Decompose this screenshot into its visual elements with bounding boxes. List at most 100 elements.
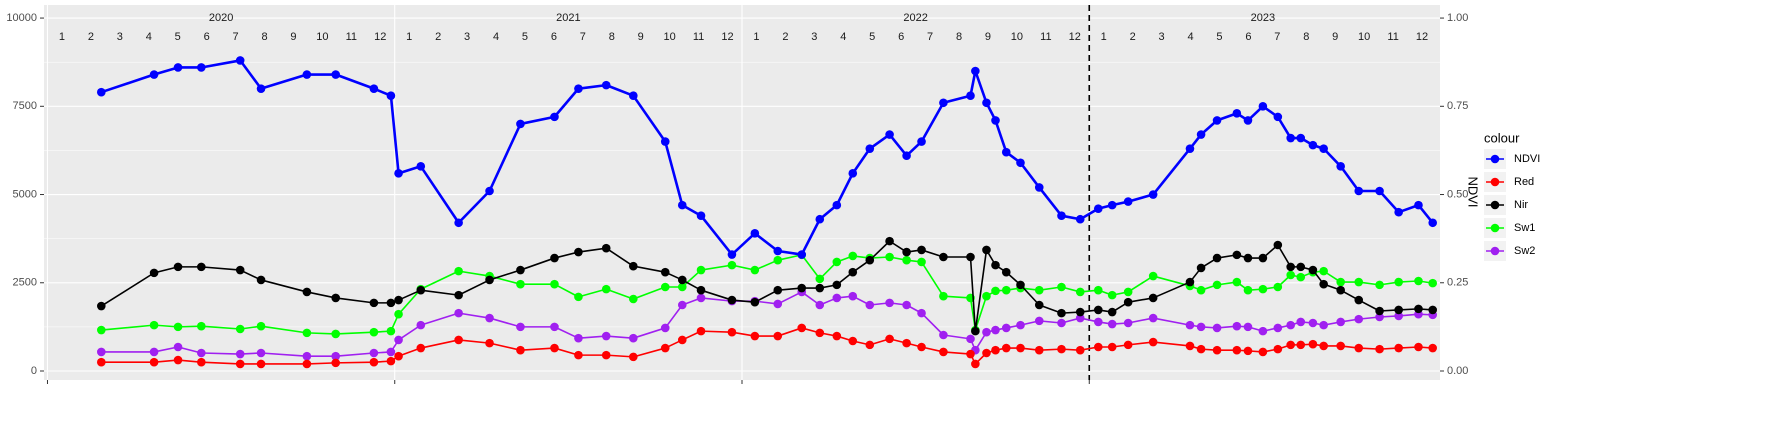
data-point — [1185, 144, 1195, 153]
data-point — [96, 357, 106, 367]
data-point — [1034, 183, 1044, 192]
data-point — [331, 351, 341, 361]
data-point — [1428, 343, 1438, 353]
data-point — [1001, 343, 1011, 353]
data-point — [601, 284, 611, 294]
month-label: 5 — [522, 31, 528, 43]
data-point — [1394, 305, 1403, 315]
data-point — [815, 214, 825, 224]
data-point — [885, 236, 894, 246]
data-point — [550, 322, 559, 332]
data-point — [902, 255, 911, 265]
data-point — [454, 308, 463, 318]
data-point — [369, 298, 379, 308]
data-point — [197, 262, 206, 272]
data-point — [832, 331, 842, 341]
month-label: 6 — [1245, 31, 1251, 43]
data-point — [1185, 341, 1195, 351]
month-label: 2 — [1130, 31, 1136, 43]
data-point — [1107, 307, 1117, 317]
data-point — [256, 348, 266, 358]
data-point — [1185, 277, 1195, 287]
month-label: 8 — [956, 31, 962, 43]
data-point — [982, 327, 991, 337]
data-point — [917, 342, 926, 352]
data-point — [1375, 344, 1384, 354]
data-point — [394, 335, 403, 345]
data-point — [235, 324, 245, 334]
data-point — [848, 336, 858, 346]
data-point — [302, 359, 312, 369]
data-point — [331, 70, 341, 79]
data-point — [1243, 116, 1253, 125]
data-point — [939, 98, 948, 108]
month-label: 9 — [985, 31, 991, 43]
data-point — [982, 291, 991, 301]
data-point — [629, 333, 638, 343]
data-point — [1185, 320, 1195, 330]
data-point — [601, 243, 611, 253]
data-point — [1286, 270, 1295, 280]
data-point — [1354, 314, 1364, 324]
data-point — [1016, 280, 1025, 290]
month-label: 9 — [638, 31, 644, 43]
data-point — [574, 350, 583, 360]
data-point — [1336, 161, 1345, 171]
data-point — [660, 267, 670, 277]
data-point — [1319, 341, 1328, 351]
data-point — [173, 322, 183, 332]
data-point — [1093, 342, 1103, 352]
data-point — [1057, 282, 1066, 292]
data-point — [369, 84, 379, 93]
data-point — [696, 293, 706, 303]
data-point — [696, 326, 706, 336]
data-point — [1107, 319, 1117, 329]
data-point — [865, 144, 875, 153]
y2-tick-label: 0.50 — [1447, 188, 1468, 200]
data-point — [516, 279, 525, 289]
data-point — [991, 325, 1000, 335]
data-point — [331, 358, 341, 368]
data-point — [369, 357, 379, 367]
data-point — [848, 251, 858, 261]
data-point — [797, 250, 807, 259]
data-point — [416, 343, 426, 353]
data-point — [96, 325, 106, 335]
data-point — [485, 338, 494, 348]
data-point — [173, 63, 183, 72]
data-point — [1148, 190, 1158, 199]
data-point — [1123, 318, 1133, 328]
data-point — [454, 290, 463, 300]
month-label: 6 — [898, 31, 904, 43]
data-point — [1258, 284, 1268, 294]
data-point — [1212, 253, 1222, 263]
legend-key-point — [1490, 200, 1500, 210]
data-point — [601, 80, 611, 90]
data-point — [815, 300, 825, 310]
data-point — [1001, 147, 1011, 157]
data-point — [1296, 340, 1306, 350]
data-point — [797, 323, 807, 333]
data-point — [394, 169, 403, 178]
data-point — [939, 330, 948, 340]
data-point — [331, 329, 341, 339]
data-point — [902, 338, 911, 348]
data-point — [966, 349, 975, 359]
data-point — [660, 137, 670, 146]
data-point — [454, 218, 463, 228]
month-label: 6 — [204, 31, 210, 43]
series-line — [101, 327, 1433, 365]
data-point — [1273, 323, 1283, 333]
data-point — [369, 348, 379, 358]
data-point — [1273, 344, 1283, 354]
data-point — [1148, 293, 1158, 303]
data-point — [1212, 280, 1222, 290]
data-point — [1123, 197, 1133, 206]
data-point — [750, 297, 760, 307]
data-point — [550, 253, 559, 263]
year-label: 2020 — [209, 12, 233, 24]
data-point — [832, 257, 842, 267]
data-point — [939, 347, 948, 357]
month-label: 5 — [175, 31, 181, 43]
data-point — [96, 301, 106, 311]
